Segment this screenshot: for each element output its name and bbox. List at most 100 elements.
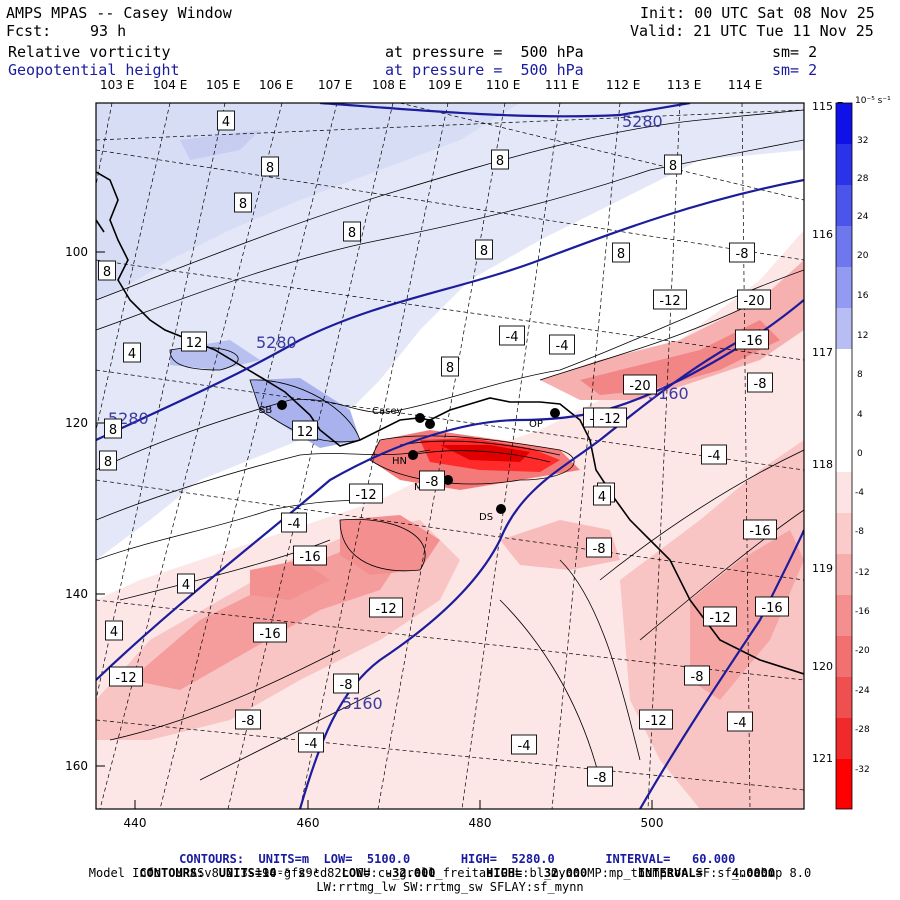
vorticity-label: 8 xyxy=(343,221,361,242)
vorticity-label: -8 xyxy=(747,372,773,393)
vorticity-label-text: 8 xyxy=(239,197,247,212)
colorbar-label: -28 xyxy=(855,725,870,735)
vorticity-label: -4 xyxy=(298,732,324,753)
vorticity-label-text: -12 xyxy=(709,611,730,626)
x-tick-label: 460 xyxy=(297,816,320,830)
vorticity-label-text: 4 xyxy=(128,347,136,362)
x-tick-label: 500 xyxy=(641,816,664,830)
colorbar-label: 0 xyxy=(857,449,863,459)
vorticity-label-text: 4 xyxy=(110,625,118,640)
colorbar: 10⁻⁵ s⁻¹ 32 28 24 20 16 12 8 4 0 -4 -8 -… xyxy=(835,96,891,810)
vorticity-label: -4 xyxy=(281,512,307,533)
colorbar-label: -4 xyxy=(855,488,864,498)
height-contours xyxy=(96,103,804,809)
vorticity-label: 8 xyxy=(491,149,509,170)
footer-vort-interval: INTERVAL= 4.0000 xyxy=(637,866,776,880)
colorbar-label: -8 xyxy=(855,527,864,537)
footer-physics: LW:rrtmg_lw SW:rrtmg_sw SFLAY:sf_mynn xyxy=(316,880,584,894)
axis-ticks xyxy=(96,251,653,809)
vorticity-label: 12 xyxy=(292,420,318,441)
lon-label: 114 E xyxy=(728,78,763,92)
vorticity-label-text: -16 xyxy=(259,627,280,642)
field2-smoothing: sm= 2 xyxy=(772,61,818,79)
height-label: 5160 xyxy=(648,384,689,403)
lon-label: 104 E xyxy=(153,78,188,92)
height-label: 5280 xyxy=(256,333,297,352)
vorticity-label: 8 xyxy=(99,450,117,471)
vorticity-label: -8 xyxy=(419,470,445,491)
vorticity-label-text: -4 xyxy=(556,339,569,354)
vorticity-label-text: -4 xyxy=(506,330,519,345)
footer-height-interval: INTERVAL= 60.000 xyxy=(605,852,736,866)
height-label: 5280 xyxy=(622,112,663,131)
vorticity-label: -20 xyxy=(737,289,771,310)
station-marker xyxy=(550,408,560,418)
vorticity-label-text: -4 xyxy=(518,739,531,754)
vorticity-label-text: -12 xyxy=(355,488,376,503)
vorticity-label: 4 xyxy=(123,342,141,363)
lon-label: 108 E xyxy=(372,78,407,92)
vorticity-label: 8 xyxy=(234,192,252,213)
vorticity-label: 8 xyxy=(104,418,122,439)
lon-label: 113 E xyxy=(667,78,702,92)
vorticity-label: -4 xyxy=(499,325,525,346)
station-label: SB xyxy=(259,405,272,416)
vorticity-label: -8 xyxy=(586,537,612,558)
colorbar-label: -12 xyxy=(855,568,870,578)
colorbar-label: 16 xyxy=(857,291,869,301)
vorticity-label-text: 12 xyxy=(297,425,314,440)
vorticity-label-text: -16 xyxy=(761,601,782,616)
vorticity-label: -8 xyxy=(333,673,359,694)
vorticity-label-text: -4 xyxy=(288,517,301,532)
station-label: HN xyxy=(392,456,407,467)
vorticity-label-text: -8 xyxy=(340,678,353,693)
colorbar-label: -16 xyxy=(855,607,870,617)
vorticity-label-text: -8 xyxy=(594,771,607,786)
height-labels: 5280 5280 5280 5160 5160 xyxy=(108,112,689,713)
vorticity-label-text: 8 xyxy=(104,455,112,470)
vorticity-label: -4 xyxy=(511,734,537,755)
vorticity-label: 8 xyxy=(475,239,493,260)
field1-name: Relative vorticity xyxy=(8,43,171,61)
lon-label: 109 E xyxy=(428,78,463,92)
y-tick-label: 120 xyxy=(65,416,88,430)
footer-height-high: HIGH= 5280.0 xyxy=(460,852,555,866)
forecast-label: Fcst: xyxy=(6,22,52,40)
map-frame xyxy=(95,102,805,810)
vorticity-label: 4 xyxy=(593,485,611,506)
lon-label: 111 E xyxy=(545,78,580,92)
vorticity-label: -12 xyxy=(369,597,403,618)
vorticity-label-text: -20 xyxy=(629,379,650,394)
vorticity-label: 12 xyxy=(181,331,207,352)
vorticity-label: 4 xyxy=(217,110,235,131)
lon-label: 106 E xyxy=(259,78,294,92)
vorticity-label: -4 xyxy=(727,711,753,732)
vorticity-label: 8 xyxy=(664,154,682,175)
vorticity-label: -16 xyxy=(755,596,789,617)
vorticity-label: 4 xyxy=(105,620,123,641)
lat-lon-grid xyxy=(96,103,804,809)
lon-label: 103 E xyxy=(100,78,135,92)
vorticity-label: -16 xyxy=(253,622,287,643)
coastline xyxy=(96,171,804,675)
vorticity-label: -20 xyxy=(623,374,657,395)
vorticity-label-text: -8 xyxy=(754,377,767,392)
station-marker xyxy=(408,450,418,460)
valid-time: Valid: 21 UTC Tue 11 Nov 25 xyxy=(630,22,874,40)
lon-label: 112 E xyxy=(606,78,641,92)
vorticity-label: -8 xyxy=(729,242,755,263)
vorticity-label: 4 xyxy=(177,573,195,594)
vorticity-label-text: -12 xyxy=(645,714,666,729)
colorbar-label: -20 xyxy=(855,646,870,656)
vorticity-label-text: 4 xyxy=(182,578,190,593)
station-marker xyxy=(277,400,287,410)
vorticity-labels: 4 8 8 8 8 8 8 8 8 8 4 12 12 8 8 -4 -4 -12 -20 -16 -8 -8 -8 -20 -… xyxy=(98,110,789,787)
vorticity-label: 8 xyxy=(612,242,630,263)
vorticity-label-text: -8 xyxy=(242,714,255,729)
vorticity-label-text: 8 xyxy=(103,265,111,280)
vorticity-label: -12 xyxy=(653,289,687,310)
vorticity-label: -12 xyxy=(109,666,143,687)
y-tick-label: 140 xyxy=(65,587,88,601)
vorticity-label-text: 8 xyxy=(617,247,625,262)
